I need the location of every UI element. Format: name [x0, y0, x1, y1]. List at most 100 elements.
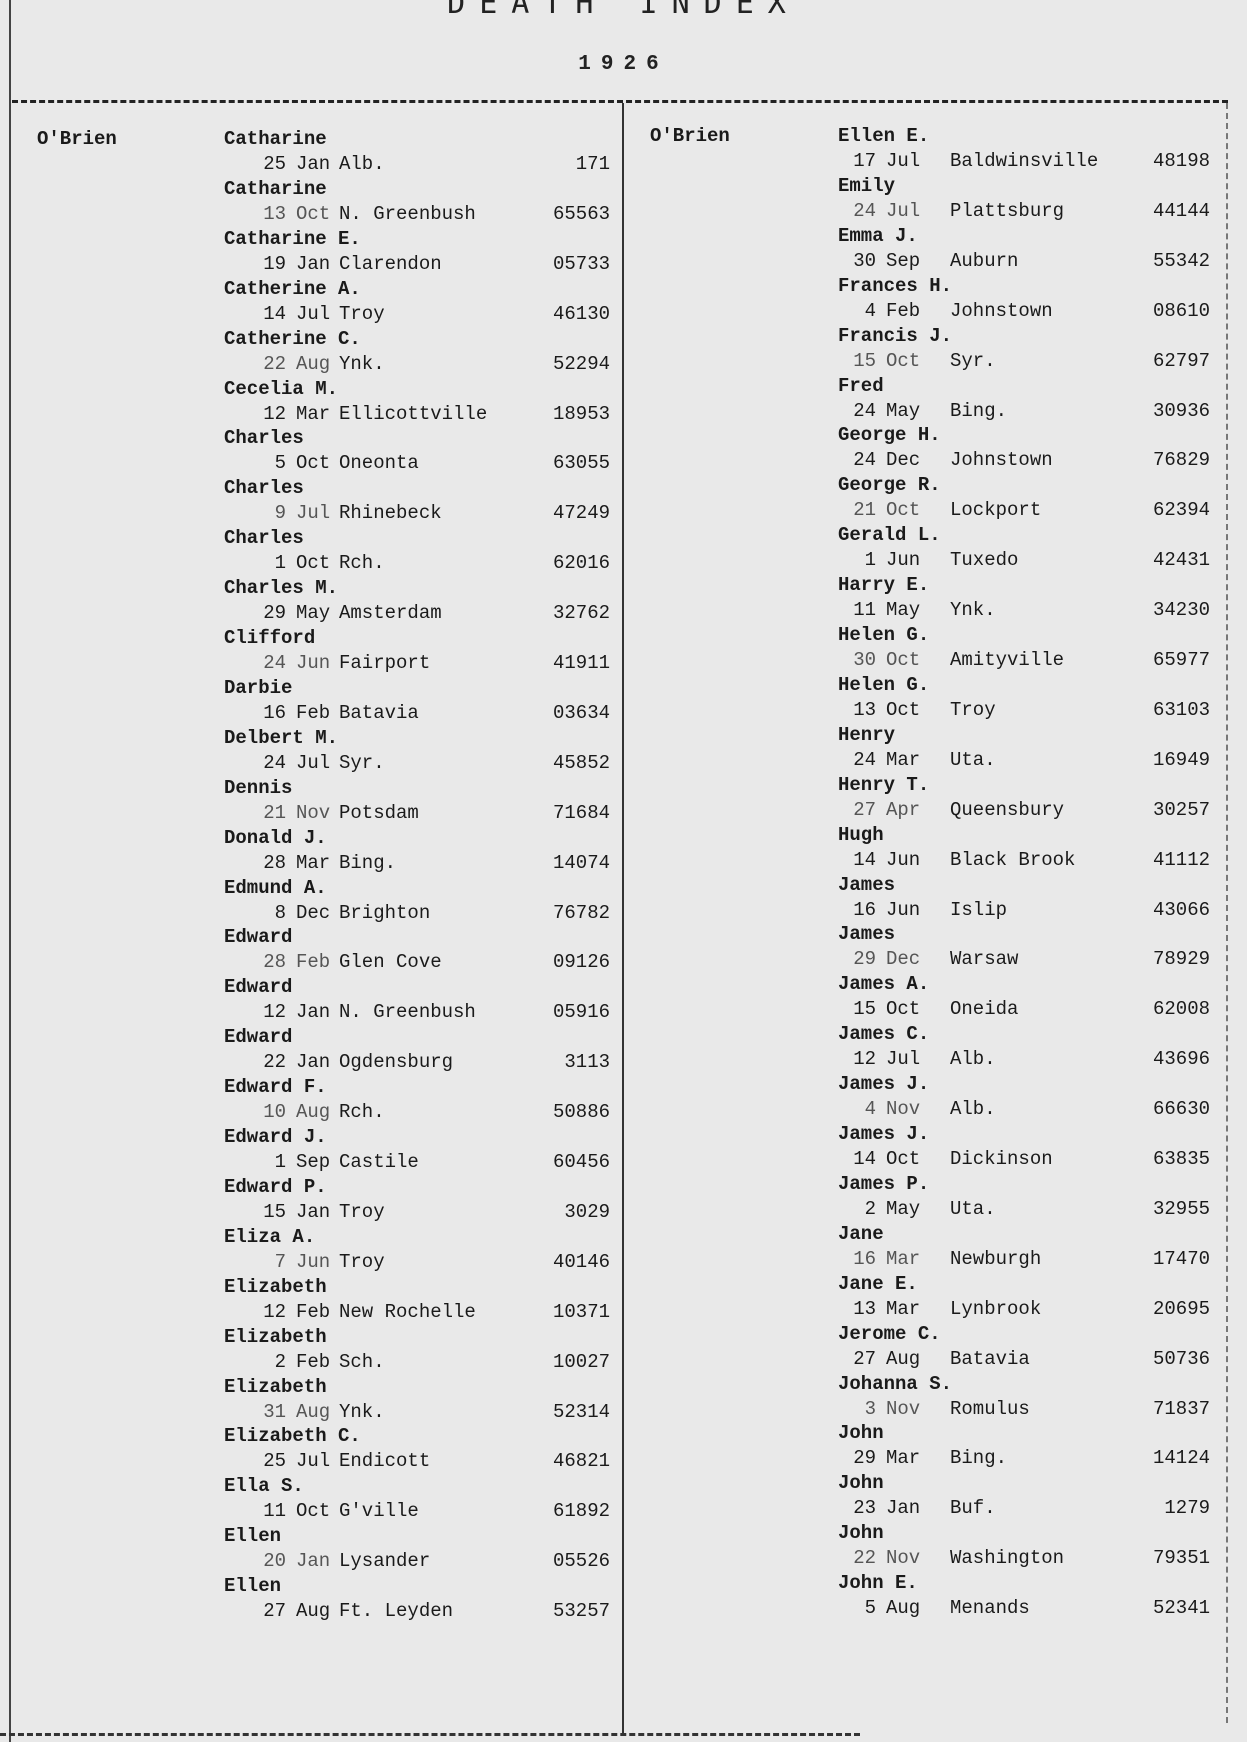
certificate-number: 09126 — [552, 951, 610, 974]
certificate-number: 63835 — [1152, 1148, 1210, 1170]
death-place: Amsterdam — [339, 602, 442, 625]
death-month: Aug — [886, 1347, 921, 1370]
death-month: Jun — [886, 898, 921, 921]
given-name: James P. — [838, 1172, 930, 1195]
death-day: 29 — [263, 602, 286, 625]
given-name: Elizabeth — [224, 1325, 327, 1348]
death-place: Ynk. — [950, 599, 996, 622]
given-name: Elizabeth C. — [224, 1425, 361, 1448]
certificate-number: 65977 — [1152, 649, 1210, 671]
death-month: Jun — [886, 549, 921, 572]
death-month: Sep — [886, 249, 921, 272]
death-month: Mar — [886, 1297, 921, 1320]
death-month: Aug — [296, 1600, 331, 1623]
death-month: Oct — [886, 698, 921, 721]
death-month: Jul — [886, 1048, 921, 1071]
death-day: 2 — [274, 1350, 286, 1373]
death-day: 5 — [274, 452, 286, 475]
given-name: Catharine — [224, 128, 327, 150]
death-day: 1 — [864, 549, 876, 572]
death-month: Jan — [296, 153, 331, 175]
death-day: 29 — [853, 948, 876, 971]
certificate-number: 52314 — [552, 1400, 610, 1423]
certificate-number: 46130 — [552, 302, 610, 325]
given-name: Johanna S. — [838, 1372, 953, 1395]
certificate-number: 14074 — [552, 851, 610, 874]
death-month: Jan — [886, 1497, 921, 1520]
death-place: Auburn — [950, 249, 1019, 272]
death-place: Rch. — [339, 1101, 385, 1124]
death-month: Feb — [296, 701, 331, 724]
death-month: Mar — [296, 402, 331, 425]
death-day: 30 — [853, 649, 876, 671]
death-place: Alb. — [950, 1098, 996, 1121]
death-month: Oct — [886, 998, 921, 1021]
certificate-number: 171 — [575, 153, 610, 175]
death-place: Menands — [950, 1597, 1030, 1620]
death-month: Aug — [296, 1101, 331, 1124]
death-month: Mar — [886, 748, 921, 771]
given-name: James J. — [838, 1123, 930, 1145]
given-name: Dennis — [224, 776, 293, 799]
death-day: 7 — [274, 1250, 286, 1273]
death-place: Romulus — [950, 1397, 1030, 1420]
death-month: Feb — [296, 951, 331, 974]
certificate-number: 10027 — [552, 1350, 610, 1373]
death-day: 3 — [864, 1397, 876, 1420]
given-name: Catharine — [224, 177, 327, 200]
given-name: James — [838, 923, 896, 946]
given-name: Henry T. — [838, 773, 930, 796]
death-day: 28 — [263, 951, 286, 974]
death-day: 19 — [263, 252, 286, 275]
given-name: Charles M. — [224, 577, 339, 600]
death-day: 24 — [853, 399, 876, 422]
death-month: Mar — [886, 1247, 921, 1270]
death-month: May — [886, 1197, 921, 1220]
given-name: Elizabeth — [224, 1275, 327, 1298]
page-right-border — [1226, 103, 1228, 1723]
certificate-number: 76829 — [1152, 449, 1210, 472]
certificate-number: 41112 — [1152, 848, 1210, 871]
given-name: Darbie — [224, 676, 293, 699]
death-place: Fairport — [339, 652, 431, 674]
certificate-number: 05526 — [552, 1550, 610, 1573]
given-name: Edward F. — [224, 1076, 327, 1099]
certificate-number: 79351 — [1152, 1547, 1210, 1570]
certificate-number: 18953 — [552, 402, 610, 425]
death-place: Black Brook — [950, 848, 1076, 871]
bottom-rule — [0, 1733, 860, 1736]
death-place: Rch. — [339, 552, 385, 575]
death-day: 27 — [263, 1600, 286, 1623]
death-day: 1 — [274, 552, 286, 575]
death-month: Oct — [886, 349, 921, 372]
death-place: Ynk. — [339, 1400, 385, 1423]
death-place: Uta. — [950, 748, 996, 771]
death-day: 11 — [853, 599, 876, 622]
certificate-number: 05916 — [552, 1001, 610, 1024]
death-month: Jun — [886, 848, 921, 871]
given-name: Elizabeth — [224, 1375, 327, 1398]
death-month: Aug — [886, 1597, 921, 1620]
death-place: Oneida — [950, 998, 1019, 1021]
death-place: N. Greenbush — [339, 202, 476, 225]
certificate-number: 30936 — [1152, 399, 1210, 422]
death-place: Newburgh — [950, 1247, 1042, 1270]
death-place: Amityville — [950, 649, 1065, 671]
page-left-border — [9, 0, 11, 1742]
certificate-number: 43066 — [1152, 898, 1210, 921]
death-month: Jan — [296, 1200, 331, 1223]
death-month: Mar — [296, 851, 331, 874]
death-day: 15 — [853, 998, 876, 1021]
given-name: Francis J. — [838, 324, 953, 347]
given-name: Donald J. — [224, 826, 327, 849]
death-place: Brighton — [339, 901, 431, 924]
certificate-number: 30257 — [1152, 798, 1210, 821]
given-name: Clifford — [224, 627, 316, 649]
death-place: Bing. — [339, 851, 397, 874]
death-day: 4 — [864, 1098, 876, 1121]
certificate-number: 62394 — [1152, 499, 1210, 522]
death-day: 16 — [853, 898, 876, 921]
death-place: Potsdam — [339, 801, 419, 824]
certificate-number: 40146 — [552, 1250, 610, 1273]
right-surname: O'Brien — [650, 125, 730, 147]
